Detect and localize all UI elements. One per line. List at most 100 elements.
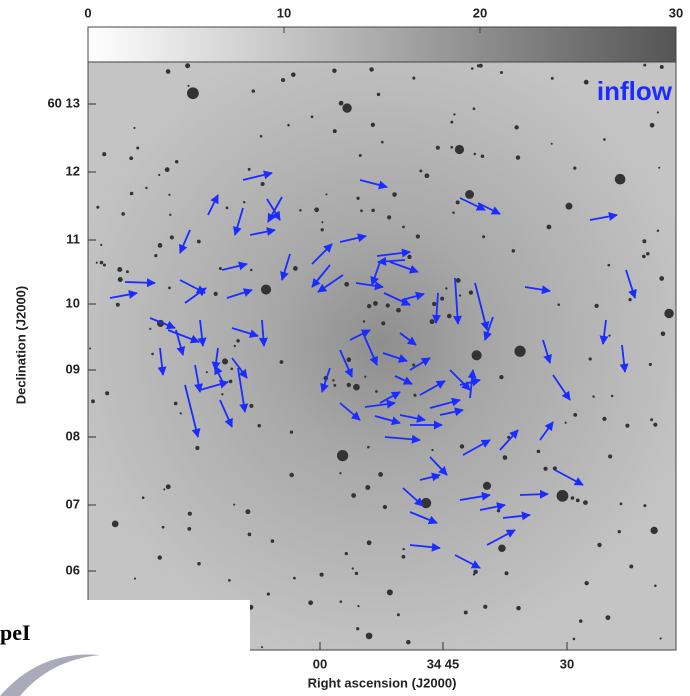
star (550, 142, 553, 145)
star (392, 192, 397, 197)
star (396, 307, 401, 313)
arrow (432, 292, 442, 324)
star (141, 496, 145, 500)
star (480, 154, 485, 158)
star (187, 84, 190, 87)
star (565, 202, 573, 210)
star (504, 571, 509, 576)
colorbar-tick-label: 30 (669, 5, 683, 20)
star (648, 362, 652, 367)
star (629, 564, 634, 569)
star (164, 167, 170, 173)
star (151, 352, 154, 356)
arrow (429, 456, 448, 476)
star (236, 339, 240, 343)
arrow (449, 369, 471, 391)
star (628, 298, 632, 302)
star (179, 412, 182, 415)
star (221, 358, 229, 365)
arrow (219, 399, 233, 428)
star (643, 63, 647, 67)
star (653, 422, 658, 427)
arrow (320, 367, 331, 393)
arrow (542, 339, 552, 364)
star (482, 481, 492, 490)
star (225, 206, 229, 210)
arrow (311, 243, 333, 265)
arrow (355, 281, 384, 291)
star (431, 448, 434, 452)
star (293, 576, 296, 580)
star (583, 500, 588, 505)
star (293, 266, 298, 271)
arrow (317, 274, 344, 293)
star (432, 301, 437, 307)
star (659, 65, 664, 69)
arrow (231, 357, 248, 379)
arrow (197, 319, 207, 347)
star (247, 532, 252, 537)
star (362, 320, 366, 323)
star (95, 261, 98, 264)
arrow (625, 269, 637, 299)
arrow (539, 421, 554, 441)
star (470, 67, 474, 70)
arrow (349, 329, 371, 341)
arrow (376, 248, 411, 258)
star (157, 555, 162, 560)
star (197, 561, 201, 566)
star (247, 167, 251, 171)
star (376, 92, 381, 97)
star (346, 357, 352, 363)
star (375, 390, 378, 393)
star (299, 209, 302, 212)
star (221, 393, 224, 396)
arrow (479, 502, 506, 512)
arrow (157, 347, 167, 376)
arrow (379, 391, 401, 404)
star (406, 639, 411, 645)
inset-text: peI (0, 620, 31, 645)
star (121, 212, 125, 216)
y-tick-label: 12 (66, 163, 80, 178)
arrow (149, 317, 176, 330)
star (608, 334, 611, 337)
star (289, 472, 294, 478)
star (344, 281, 350, 287)
star (419, 169, 423, 173)
star (473, 569, 478, 575)
star (187, 511, 192, 516)
y-tick-label: 08 (66, 428, 80, 443)
star (154, 254, 158, 258)
velocity-arrows (109, 170, 637, 569)
star (243, 201, 246, 204)
star (149, 327, 152, 330)
arrow (199, 379, 229, 391)
star (429, 319, 435, 325)
star (332, 68, 337, 73)
star (370, 122, 376, 127)
star (654, 584, 657, 588)
star (367, 445, 370, 449)
arrow (459, 377, 481, 387)
star (385, 303, 390, 308)
arrow (619, 344, 629, 373)
star (344, 551, 348, 556)
arrow (311, 264, 331, 288)
star (356, 196, 360, 200)
x-tick-label: 00 (313, 656, 327, 671)
star (656, 229, 660, 232)
star (257, 424, 261, 428)
star (380, 140, 384, 144)
star (136, 146, 140, 150)
star (266, 592, 270, 596)
star (499, 71, 503, 75)
star (260, 284, 272, 295)
star (353, 383, 360, 391)
star (650, 526, 658, 535)
star (536, 449, 541, 454)
star (515, 155, 521, 160)
star (482, 235, 486, 239)
arrow (364, 399, 396, 409)
